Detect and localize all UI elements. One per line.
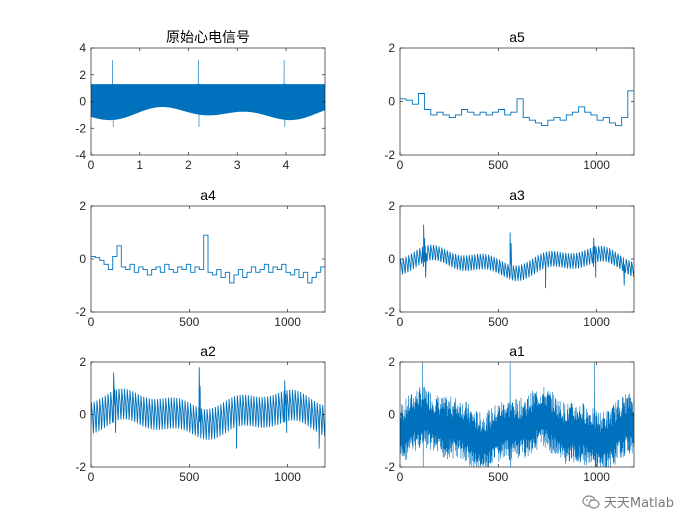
x-tick-label: 1000 (274, 315, 301, 329)
subplot-title: 原始心电信号 (166, 29, 250, 45)
y-tick-label: 0 (79, 95, 86, 109)
x-tick-label: 1000 (583, 158, 610, 172)
x-tick-label: 0 (88, 470, 95, 484)
signal-line (400, 90, 634, 127)
y-tick-label: -2 (384, 305, 395, 319)
x-tick-label: 1000 (583, 470, 610, 484)
y-tick-label: 0 (388, 95, 395, 109)
x-tick-label: 500 (179, 470, 199, 484)
y-tick-label: 2 (79, 68, 86, 82)
signal-line (400, 224, 634, 289)
x-tick-label: 500 (488, 158, 508, 172)
y-tick-label: 2 (388, 199, 395, 213)
x-tick-label: 4 (283, 158, 290, 172)
subplot-title: a4 (200, 187, 216, 203)
subplot-title: a5 (509, 29, 525, 45)
x-tick-label: 1 (136, 158, 143, 172)
y-tick-label: 2 (388, 355, 395, 369)
x-tick-label: 500 (488, 470, 508, 484)
y-tick-label: -2 (75, 305, 86, 319)
y-tick-label: -2 (75, 121, 86, 135)
signal-line (400, 362, 634, 467)
y-tick-label: 2 (388, 41, 395, 55)
x-tick-label: 1000 (583, 315, 610, 329)
y-tick-label: -2 (75, 460, 86, 474)
watermark-text: 天天Matlab (603, 496, 674, 511)
subplot-1: 0 1 2 3 4 -4 -2 0 2 4 原始心电信号 (75, 29, 326, 172)
x-tick-label: 0 (88, 158, 95, 172)
y-tick-label: -4 (75, 148, 86, 162)
x-tick-label: 3 (234, 158, 241, 172)
x-tick-label: 2 (185, 158, 192, 172)
y-tick-label: 2 (79, 199, 86, 213)
y-tick-label: 2 (79, 355, 86, 369)
subplot-title: a1 (509, 343, 525, 359)
x-tick-label: 0 (397, 315, 404, 329)
signal-line (91, 234, 325, 284)
subplot-title: a3 (509, 187, 525, 203)
x-tick-label: 0 (397, 158, 404, 172)
x-tick-label: 0 (88, 315, 95, 329)
y-tick-label: 0 (79, 252, 86, 266)
wechat-icon (582, 494, 600, 509)
y-tick-label: 0 (388, 408, 395, 422)
watermark: 天天Matlab (582, 492, 674, 511)
y-tick-label: 0 (388, 252, 395, 266)
x-tick-label: 500 (179, 315, 199, 329)
signal-line (91, 367, 325, 449)
y-tick-label: 0 (79, 408, 86, 422)
signal-line (91, 59, 325, 127)
x-tick-label: 1000 (274, 470, 301, 484)
y-tick-label: 4 (79, 41, 86, 55)
y-tick-label: -2 (384, 460, 395, 474)
y-tick-label: -2 (384, 148, 395, 162)
x-tick-label: 0 (397, 470, 404, 484)
subplot-title: a2 (200, 343, 216, 359)
x-tick-label: 500 (488, 315, 508, 329)
